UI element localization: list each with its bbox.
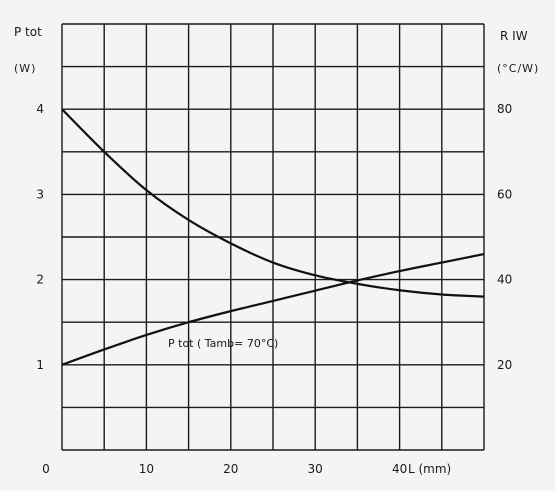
left-axis-ticks: 1 2 3 4 [36, 102, 44, 372]
x-tick-label: 40 [392, 462, 407, 476]
x-tick-label: 20 [223, 462, 238, 476]
right-axis-unit: (°C/W) [497, 62, 539, 75]
left-tick-label: 2 [36, 273, 44, 287]
right-tick-label: 20 [497, 358, 512, 372]
right-axis-ticks: 20 40 60 80 [497, 102, 512, 372]
left-tick-label: 3 [36, 187, 44, 201]
series-line-riw [61, 108, 485, 298]
grid-lines [61, 23, 485, 451]
left-tick-label: 4 [36, 102, 44, 116]
x-tick-label: 0 [42, 462, 50, 476]
right-tick-label: 80 [497, 102, 512, 116]
left-axis-label: P tot [14, 25, 42, 39]
left-axis-unit: (W) [14, 62, 36, 75]
left-tick-label: 1 [36, 358, 44, 372]
curves [61, 108, 485, 366]
x-tick-label: 10 [139, 462, 154, 476]
right-axis-label: R IW [500, 29, 528, 43]
right-tick-label: 60 [497, 187, 512, 201]
x-tick-label: 30 [308, 462, 323, 476]
x-axis-ticks: 0 10 20 30 40 [42, 462, 407, 476]
right-tick-label: 40 [497, 273, 512, 287]
x-axis-label: L (mm) [408, 462, 451, 476]
series-label-ptot: P tot ( Tamb= 70°C) [168, 337, 278, 350]
series-line-ptot [61, 252, 485, 366]
